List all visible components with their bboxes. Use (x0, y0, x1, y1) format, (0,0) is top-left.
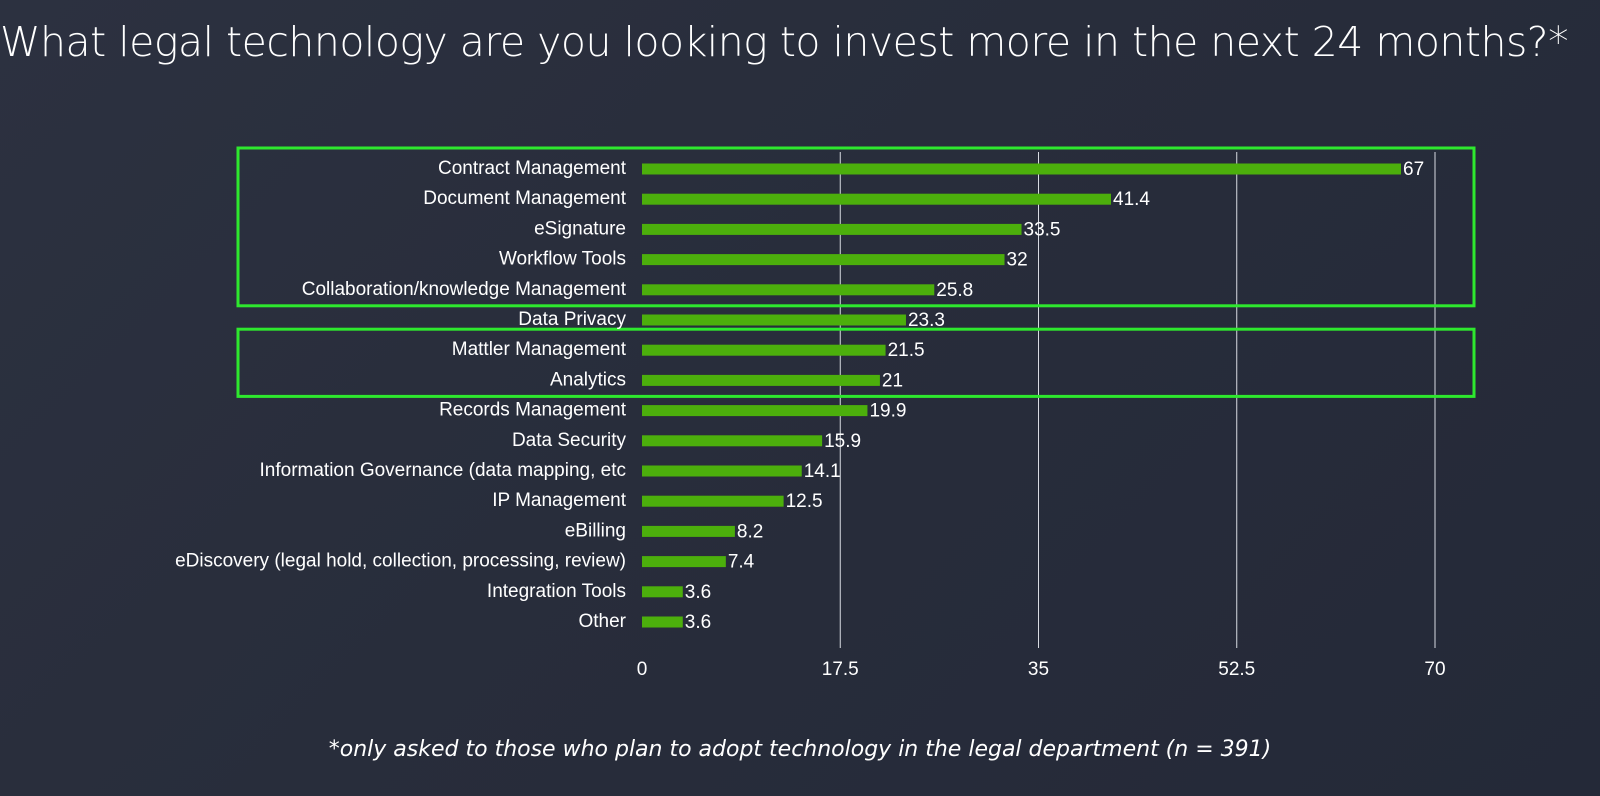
value-label: 3.6 (685, 612, 711, 633)
category-label: Data Security (512, 430, 627, 451)
category-label: Workflow Tools (499, 249, 626, 270)
x-tick-label: 52.5 (1218, 659, 1255, 680)
bars (642, 163, 1402, 628)
value-labels: 67 41.4 33.5 32 25.8 23.3 21.5 21 19.9 15.9 14.1 12… (685, 159, 1424, 633)
x-axis-ticks: 0 17.5 35 52.5 70 (637, 659, 1446, 680)
value-label: 33.5 (1024, 219, 1061, 240)
value-label: 41.4 (1113, 189, 1150, 210)
category-label: IP Management (492, 490, 627, 511)
category-label: eBilling (565, 520, 626, 541)
value-label: 15.9 (824, 431, 861, 452)
x-tick-label: 70 (1424, 659, 1445, 680)
highlight-box (236, 146, 1476, 308)
footnote: *only asked to those who plan to adopt t… (328, 737, 1272, 762)
category-label: Integration Tools (487, 581, 626, 602)
bar (642, 223, 1022, 235)
bar (642, 314, 906, 326)
bar (642, 435, 823, 447)
bar (642, 254, 1005, 266)
value-label: 19.9 (869, 401, 906, 422)
category-label: Information Governance (data mapping, et… (260, 460, 626, 481)
highlight-boxes (236, 146, 1476, 398)
value-label: 21.5 (888, 340, 925, 361)
chart-title: What legal technology are you looking to… (0, 18, 1569, 66)
highlight-box (236, 327, 1476, 398)
category-label: Collaboration/knowledge Management (302, 279, 627, 300)
category-label: Records Management (439, 400, 627, 421)
category-label: eDiscovery (legal hold, collection, proc… (175, 551, 626, 572)
value-label: 8.2 (737, 521, 763, 542)
category-labels: Contract Management Document Management eS… (175, 158, 627, 632)
value-label: 3.6 (685, 582, 711, 603)
x-tick-label: 17.5 (822, 659, 859, 680)
bar (642, 465, 802, 477)
category-label: Contract Management (438, 158, 627, 179)
value-label: 23.3 (908, 310, 945, 331)
value-label: 7.4 (728, 552, 755, 573)
category-label: eSignature (534, 218, 626, 239)
bar (642, 284, 935, 296)
value-label: 25.8 (936, 280, 973, 301)
bar (642, 344, 886, 356)
category-label: Data Privacy (518, 309, 626, 330)
value-label: 67 (1403, 159, 1424, 180)
category-label: Analytics (550, 369, 626, 390)
bar (642, 405, 868, 417)
x-tick-label: 35 (1028, 659, 1049, 680)
value-label: 21 (882, 370, 903, 391)
bar (642, 525, 735, 537)
bar (642, 163, 1402, 175)
bar (642, 374, 880, 386)
value-label: 14.1 (804, 461, 841, 482)
bar (642, 495, 784, 507)
value-label: 32 (1007, 250, 1028, 271)
x-tick-label: 0 (637, 659, 648, 680)
category-label: Mattler Management (452, 339, 627, 360)
category-label: Document Management (423, 188, 626, 209)
bar (642, 193, 1112, 205)
category-label: Other (578, 611, 626, 632)
bar (642, 616, 683, 628)
bar (642, 556, 726, 568)
value-label: 12.5 (786, 491, 823, 512)
bar (642, 586, 683, 598)
